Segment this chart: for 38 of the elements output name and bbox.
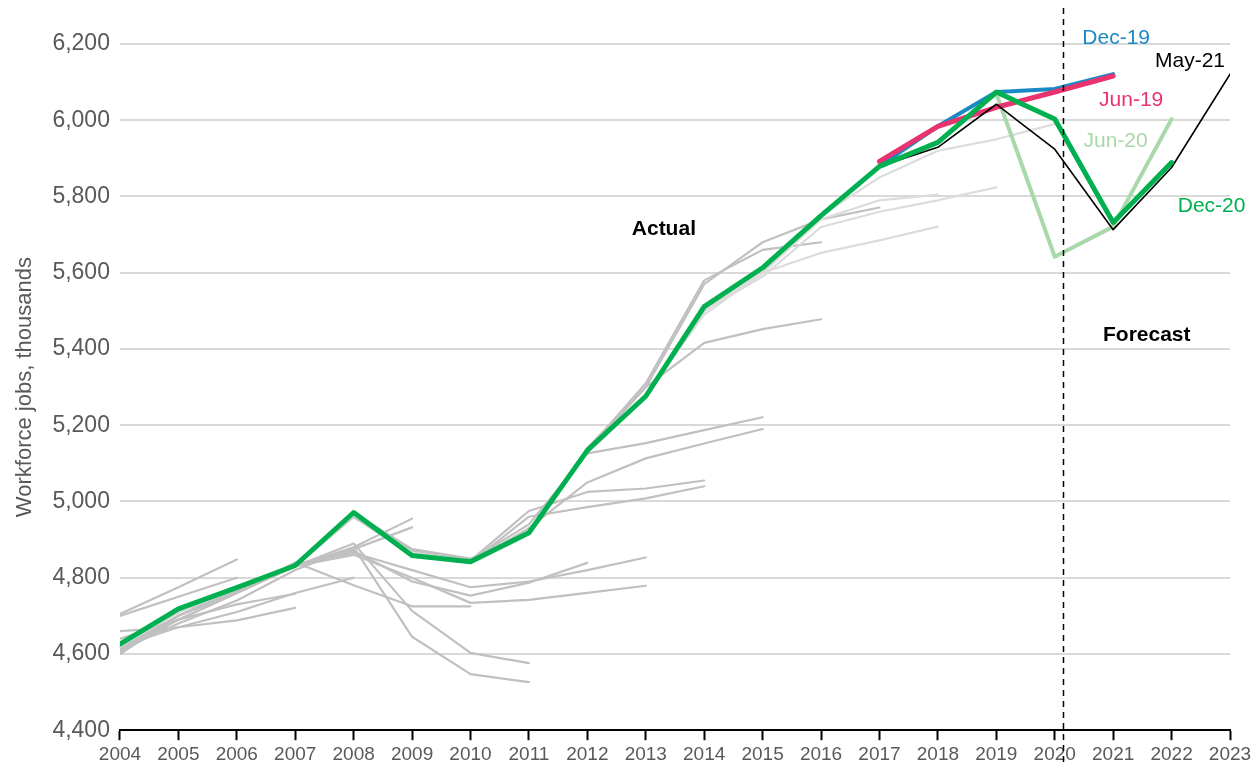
annotation: Actual — [631, 216, 696, 240]
x-tick-label: 2022 — [1150, 742, 1193, 764]
x-tick-label: 2018 — [916, 742, 960, 764]
x-tick-label: 2007 — [274, 742, 317, 764]
y-tick-label: 6,200 — [52, 29, 110, 56]
x-tick-label: 2021 — [1092, 742, 1135, 764]
annotation: Forecast — [1102, 322, 1191, 346]
series-label: Dec-19 — [1082, 24, 1150, 48]
x-tick-label: 2023 — [1208, 742, 1252, 764]
y-tick-label: 5,000 — [52, 486, 110, 513]
series-label: Dec-20 — [1177, 193, 1246, 217]
x-tick-label: 2006 — [215, 742, 258, 764]
y-tick-label: 5,200 — [52, 410, 110, 437]
x-tick-label: 2010 — [449, 742, 492, 764]
y-axis-title: Workforce jobs, thousands — [11, 257, 37, 518]
x-tick-label: 2016 — [799, 742, 843, 764]
y-tick-label: 5,800 — [52, 181, 110, 208]
y-tick-label: 6,000 — [52, 105, 110, 132]
x-tick-label: 2012 — [566, 742, 609, 764]
x-tick-label: 2020 — [1033, 742, 1076, 764]
series-label: Jun-19 — [1099, 86, 1164, 110]
x-tick-label: 2014 — [683, 742, 726, 764]
x-tick-label: 2008 — [332, 742, 375, 764]
series-label: Jun-20 — [1083, 127, 1148, 151]
x-tick-label: 2015 — [741, 742, 784, 764]
x-tick-label: 2019 — [975, 742, 1018, 764]
x-tick-label: 2009 — [390, 742, 434, 764]
y-tick-label: 4,800 — [52, 563, 110, 590]
x-tick-label: 2013 — [624, 742, 667, 764]
x-tick-label: 2005 — [157, 742, 200, 764]
series-label: May-21 — [1154, 47, 1226, 71]
x-tick-label: 2004 — [98, 742, 142, 764]
y-tick-label: 4,400 — [52, 715, 110, 742]
y-tick-label: 5,600 — [52, 258, 110, 285]
y-tick-label: 5,400 — [52, 334, 110, 361]
x-tick-label: 2011 — [508, 742, 550, 764]
y-tick-label: 4,600 — [52, 639, 110, 666]
x-tick-label: 2017 — [858, 742, 901, 764]
